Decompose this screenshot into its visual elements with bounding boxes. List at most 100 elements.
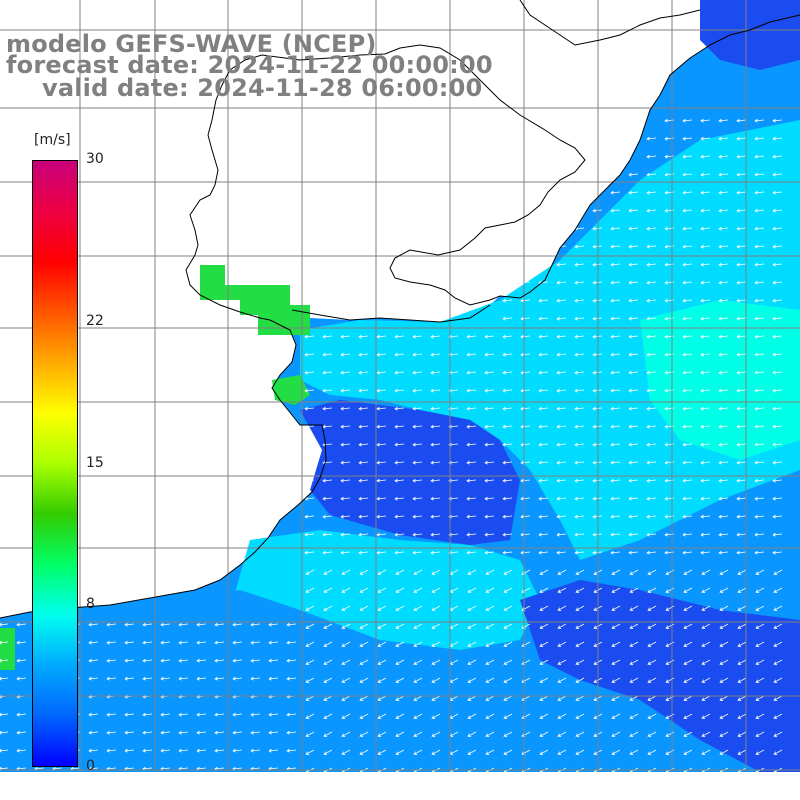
wind-arrow — [250, 730, 261, 735]
wind-arrow — [628, 334, 639, 339]
wind-arrow — [376, 388, 387, 393]
wind-arrow — [683, 695, 693, 701]
wind-arrow — [736, 442, 747, 447]
wind-arrow — [376, 406, 387, 411]
wind-arrow — [664, 298, 675, 303]
wind-arrow — [772, 136, 783, 141]
wind-arrow — [574, 406, 585, 411]
wind-arrow — [772, 262, 783, 267]
wind-arrow — [305, 677, 315, 683]
wind-arrow — [322, 478, 333, 483]
wind-arrow — [232, 748, 243, 753]
wind-arrow — [142, 730, 153, 735]
wind-arrow — [700, 424, 711, 429]
wind-arrow — [719, 605, 729, 611]
wind-arrow — [646, 136, 657, 141]
wind-arrow — [538, 532, 549, 537]
wind-arrow — [431, 695, 441, 701]
wind-arrow — [718, 262, 729, 267]
wind-arrow — [0, 730, 9, 735]
wind-arrow — [700, 514, 711, 519]
wind-arrow — [413, 659, 423, 665]
wind-arrow — [700, 190, 711, 195]
wind-arrow — [682, 550, 693, 555]
wind-arrow — [16, 712, 27, 717]
wind-arrow — [556, 532, 567, 537]
wind-arrow — [700, 262, 711, 267]
wind-arrow — [611, 695, 621, 701]
wind-arrow — [484, 334, 495, 339]
wind-arrow — [628, 316, 639, 321]
wind-arrow — [304, 550, 315, 555]
wind-arrow — [646, 316, 657, 321]
wind-arrow — [323, 695, 333, 701]
wind-arrow — [736, 280, 747, 285]
wind-arrow — [755, 731, 765, 737]
wind-arrow — [448, 514, 459, 519]
wind-arrow — [538, 424, 549, 429]
wind-arrow — [394, 478, 405, 483]
wind-arrow — [323, 569, 333, 575]
ocean-strong-region-southeast — [520, 580, 800, 772]
wind-arrow — [502, 424, 513, 429]
wind-arrow — [484, 514, 495, 519]
wind-arrow — [520, 370, 531, 375]
wind-arrow — [575, 605, 585, 611]
wind-arrow — [719, 749, 729, 755]
wind-arrow — [736, 334, 747, 339]
wind-arrow — [574, 442, 585, 447]
wind-arrow — [232, 730, 243, 735]
wind-arrow — [502, 334, 513, 339]
wind-arrow — [683, 713, 693, 719]
wind-arrow — [682, 460, 693, 465]
wind-arrow — [701, 659, 711, 665]
wind-arrow — [701, 605, 711, 611]
wind-arrow — [719, 677, 729, 683]
wind-arrow — [664, 280, 675, 285]
wind-arrow — [629, 677, 639, 683]
wind-arrow — [701, 569, 711, 575]
wind-arrow — [628, 388, 639, 393]
wind-arrow — [718, 514, 729, 519]
wind-arrow — [358, 370, 369, 375]
wind-arrow — [772, 442, 783, 447]
wind-arrow — [124, 676, 135, 681]
wind-arrow — [520, 424, 531, 429]
wind-arrow — [377, 623, 387, 629]
wind-arrow — [718, 532, 729, 537]
wind-arrow — [683, 587, 693, 593]
wind-arrow — [503, 749, 513, 755]
wind-arrow — [754, 298, 765, 303]
wind-arrow — [376, 334, 387, 339]
wind-arrow — [682, 226, 693, 231]
wind-arrow — [718, 388, 729, 393]
wind-arrow — [628, 298, 639, 303]
wind-arrow — [755, 605, 765, 611]
wind-arrow — [142, 676, 153, 681]
wind-arrow — [664, 478, 675, 483]
wind-arrow — [664, 532, 675, 537]
wind-arrow — [683, 641, 693, 647]
wind-arrow — [448, 442, 459, 447]
wind-arrow — [773, 749, 783, 755]
wind-arrow — [682, 118, 693, 123]
wind-arrow — [574, 496, 585, 501]
wind-arrow — [772, 334, 783, 339]
wind-arrow — [358, 406, 369, 411]
wind-arrow — [538, 514, 549, 519]
wind-arrow — [574, 316, 585, 321]
wind-arrow — [719, 587, 729, 593]
wind-arrow — [682, 352, 693, 357]
wind-arrow — [665, 695, 675, 701]
wind-arrow — [575, 749, 585, 755]
wind-arrow — [718, 370, 729, 375]
wind-arrow — [341, 659, 351, 665]
wind-arrow — [466, 442, 477, 447]
wind-arrow — [647, 695, 657, 701]
wind-arrow — [700, 442, 711, 447]
wind-arrow — [755, 641, 765, 647]
wind-arrow — [304, 514, 315, 519]
wind-arrow — [772, 226, 783, 231]
wind-arrow — [394, 388, 405, 393]
wind-arrow — [394, 334, 405, 339]
